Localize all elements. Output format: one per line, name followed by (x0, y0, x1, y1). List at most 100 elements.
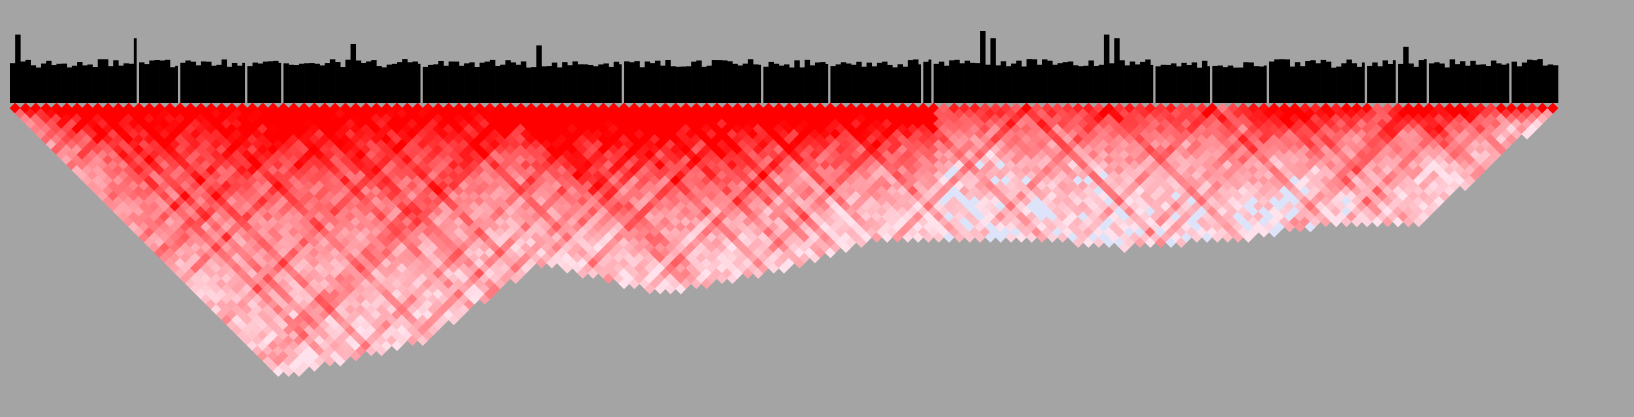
heatmap-cell (757, 221, 769, 233)
bar (928, 59, 932, 103)
heatmap-cell (210, 169, 222, 181)
bar (1047, 60, 1053, 103)
bar (221, 59, 228, 103)
bar (789, 67, 795, 103)
heatmap-cell (458, 138, 470, 150)
bar (391, 63, 398, 103)
heatmap-cell (871, 180, 883, 192)
heatmap-cell (87, 107, 99, 119)
bar (1201, 60, 1208, 103)
heatmap-cell (984, 118, 996, 130)
heatmap-cell (329, 226, 341, 238)
heatmap-cell (922, 190, 935, 202)
heatmap-cell (757, 138, 769, 150)
heatmap-cell (597, 143, 609, 155)
heatmap-cell (907, 154, 919, 166)
heatmap-cell (370, 236, 382, 248)
bar (556, 67, 563, 103)
heatmap-cell (87, 149, 99, 161)
heatmap-cell (592, 231, 604, 243)
heatmap-cell (484, 288, 496, 300)
heatmap-cell (329, 257, 341, 269)
heatmap-cell (633, 221, 646, 233)
heatmap-cell (706, 190, 718, 202)
heatmap-cell (190, 138, 202, 150)
heatmap-cell (458, 149, 470, 161)
heatmap-cell (762, 112, 775, 125)
heatmap-cell (835, 226, 847, 238)
heatmap-cell (556, 236, 568, 248)
heatmap-cell (886, 205, 898, 217)
heatmap-cell (959, 185, 971, 197)
bar (180, 62, 186, 103)
heatmap-cell (499, 169, 511, 181)
heatmap-cell (97, 190, 109, 202)
bar (1480, 64, 1487, 103)
heatmap-cell (107, 190, 119, 202)
bar (758, 64, 762, 103)
heatmap-cell (979, 205, 991, 217)
heatmap-cell (370, 133, 382, 145)
heatmap-cell (793, 195, 806, 207)
bar (71, 65, 78, 103)
bar (1444, 67, 1450, 103)
heatmap-cell (613, 210, 625, 223)
heatmap-cell (964, 190, 976, 202)
heatmap-cell (891, 118, 904, 130)
heatmap-cell (664, 210, 677, 223)
heatmap-cell (664, 241, 677, 254)
heatmap-cell (799, 210, 811, 223)
bar (861, 66, 867, 103)
heatmap-cell (762, 133, 775, 145)
bar (1217, 65, 1223, 103)
bar (1521, 62, 1528, 103)
heatmap-cell (210, 138, 222, 150)
heatmap-cell (793, 226, 806, 238)
heatmap-cell (830, 159, 842, 171)
bar (1140, 61, 1146, 103)
heatmap-cell (664, 128, 677, 140)
heatmap-cell (535, 185, 548, 197)
heatmap-cell (830, 138, 842, 150)
heatmap-cell (793, 112, 806, 125)
bar (433, 64, 439, 103)
heatmap-cell (721, 257, 733, 269)
heatmap-cell (370, 257, 382, 269)
heatmap-cell (190, 272, 202, 284)
heatmap-cell (964, 210, 976, 223)
heatmap-cell (830, 241, 842, 254)
heatmap-cell (706, 272, 718, 284)
heatmap-cell (721, 164, 733, 176)
heatmap-cell (370, 185, 382, 197)
heatmap-cell (458, 159, 470, 171)
heatmap-cell (706, 241, 718, 254)
heatmap-cell (535, 205, 548, 217)
heatmap-cell (959, 102, 971, 114)
heatmap-cell (979, 123, 991, 135)
heatmap-cell (814, 216, 826, 228)
heatmap-cell (107, 159, 119, 171)
heatmap-cell (701, 216, 713, 228)
heatmap-triangle (9, 102, 1559, 377)
bar (716, 60, 723, 103)
bar (541, 66, 547, 103)
heatmap-cell (835, 123, 847, 135)
heatmap-cell (835, 143, 847, 155)
heatmap-cell (742, 112, 754, 125)
heatmap-cell (964, 149, 976, 161)
heatmap-cell (778, 231, 790, 243)
heatmap-cell (231, 118, 243, 130)
heatmap-cell (107, 138, 119, 150)
bar (624, 61, 630, 103)
heatmap-cell (850, 210, 862, 223)
heatmap-cell (572, 241, 584, 254)
heatmap-cell (871, 149, 883, 161)
heatmap-cell (577, 133, 589, 145)
heatmap-cell (1490, 149, 1502, 161)
bar (639, 67, 645, 103)
bar (20, 61, 26, 103)
bar (1253, 66, 1260, 103)
heatmap-cell (830, 169, 842, 181)
heatmap-cell (370, 329, 382, 341)
heatmap-cell (572, 221, 584, 233)
